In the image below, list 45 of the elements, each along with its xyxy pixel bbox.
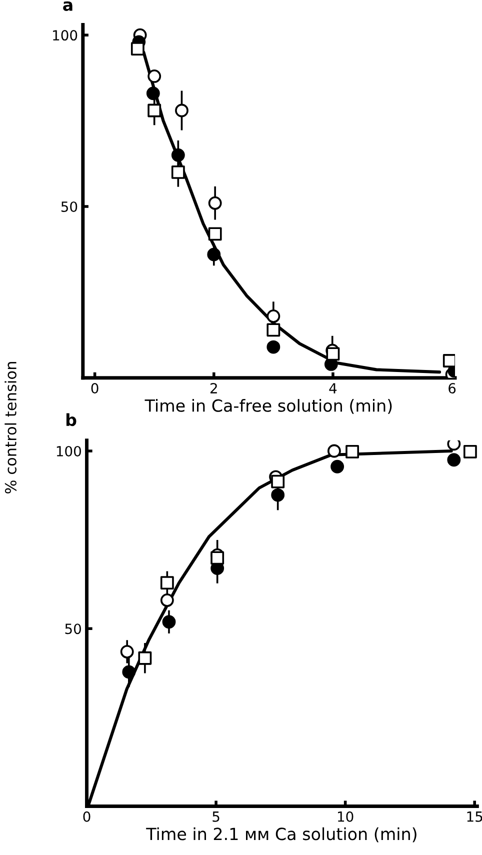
x-tick-label: 2 [210,383,217,394]
x-tick-label: 4 [329,383,337,394]
point [171,165,185,179]
point [122,665,136,679]
point [266,309,280,323]
y-axis-title: % control tension [4,362,16,494]
point [148,70,162,83]
point [171,148,185,162]
point [326,347,340,361]
point [208,196,222,210]
text: a [63,1,72,11]
point [442,354,456,368]
point [207,248,221,262]
point [160,576,174,590]
x-tick-label: 15 [467,812,482,822]
point [266,340,280,354]
y-tick-label: 100 [56,446,81,456]
point [120,645,134,658]
point [208,227,222,241]
point [266,323,280,337]
x-tick-label: 0 [83,811,90,822]
y-tick-label: 50 [61,201,78,212]
point [447,453,461,467]
point [463,444,477,458]
x-tick-label: 6 [448,383,456,394]
x-axis-title: Time in Ca-free solution (min) [144,398,392,414]
point [330,460,344,474]
point [271,474,285,488]
point [138,651,152,665]
point [346,444,360,458]
text: b [66,413,76,426]
point [160,593,174,607]
x-tick-label: 10 [338,811,354,822]
point [327,444,341,458]
point [175,104,188,118]
y-tick-label: 50 [65,624,81,634]
point [271,488,285,502]
y-tick-label: 100 [53,30,78,41]
x-tick-label: 0 [91,383,98,394]
point [130,42,144,56]
x-tick-label: 5 [212,812,220,822]
point [146,86,160,100]
x-axis-title: Time in 2.1 ᴍᴍ Ca solution (min) [146,827,416,842]
point [162,615,176,629]
point [148,104,162,118]
